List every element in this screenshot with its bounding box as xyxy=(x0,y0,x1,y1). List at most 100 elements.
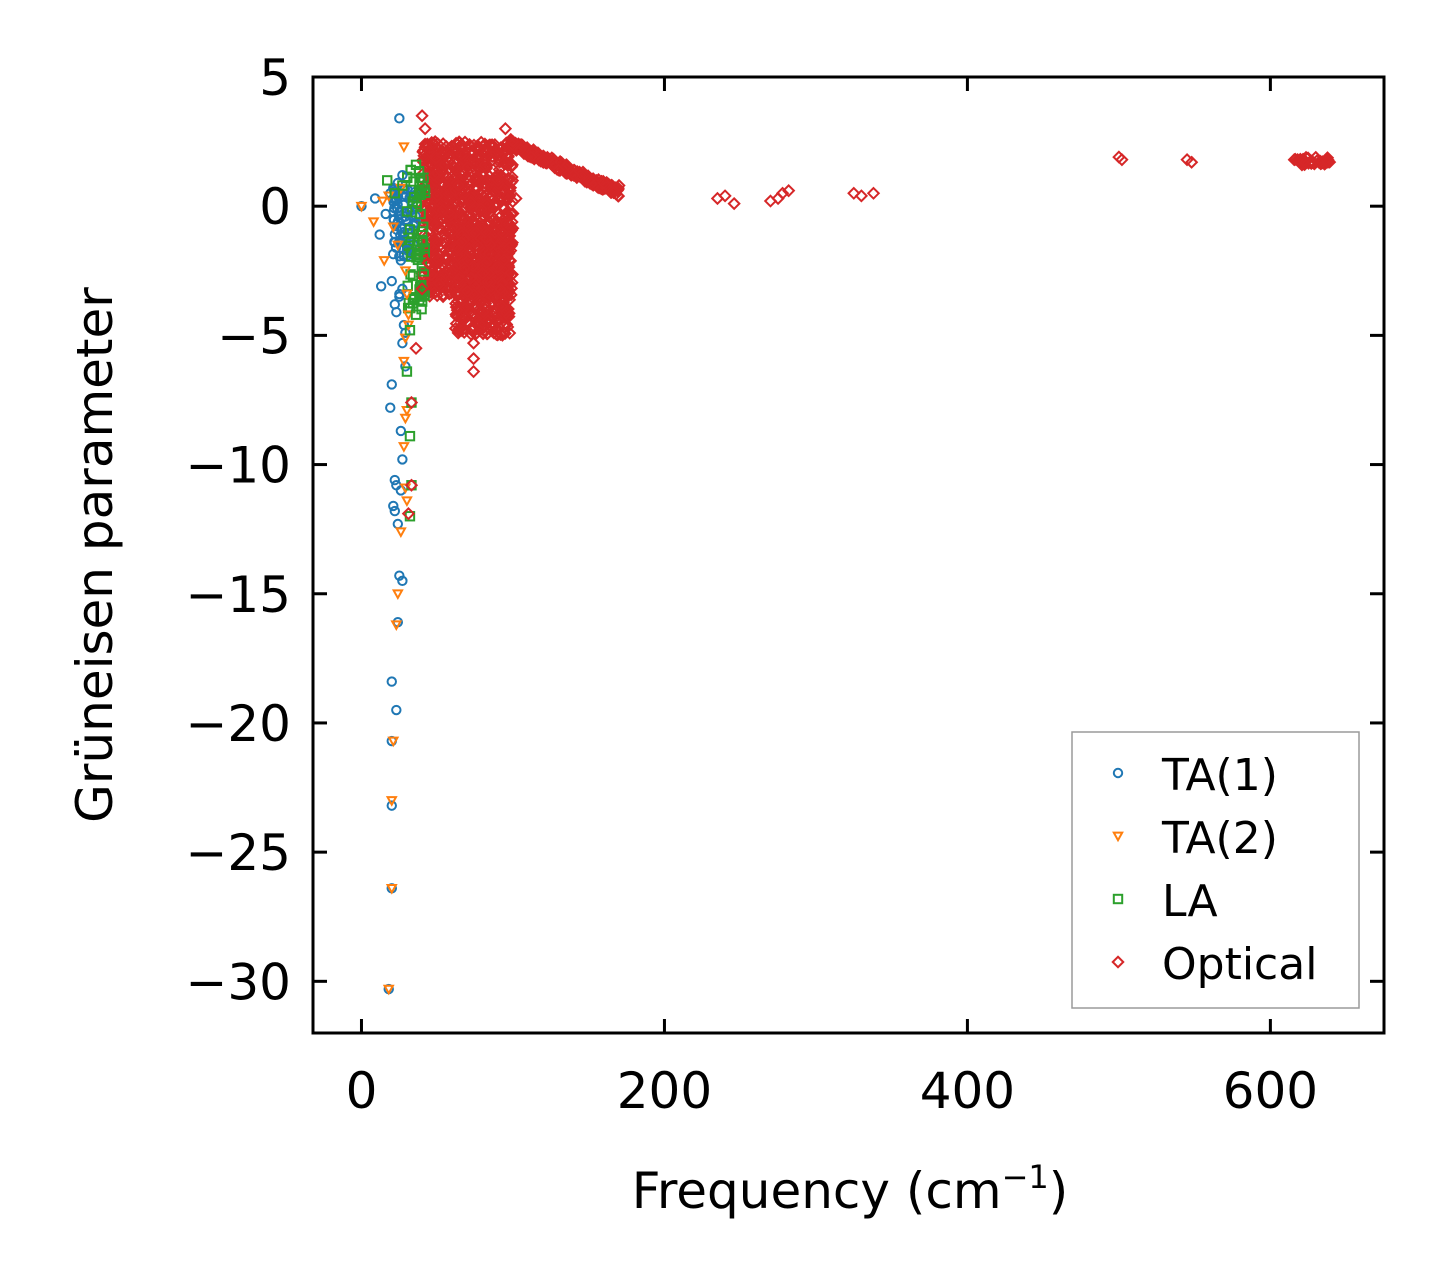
x-tick-label: 0 xyxy=(346,1062,378,1120)
point-optical xyxy=(847,186,861,200)
point-ta-2 xyxy=(387,222,400,234)
point-optical xyxy=(479,146,493,160)
point-optical xyxy=(433,160,448,175)
point-optical xyxy=(497,241,511,255)
point-la xyxy=(413,185,425,196)
point-optical xyxy=(469,140,484,154)
data-marks xyxy=(355,109,1337,996)
point-optical xyxy=(491,260,505,274)
point-optical xyxy=(450,303,464,317)
point-ta-1 xyxy=(392,216,404,227)
point-optical xyxy=(775,186,790,200)
point-optical xyxy=(466,259,480,273)
point-optical xyxy=(437,177,451,191)
point-optical xyxy=(409,341,423,355)
point-optical xyxy=(477,284,491,298)
point-optical xyxy=(426,176,440,190)
point-ta-1 xyxy=(389,505,401,517)
x-axis-label-sup: −1 xyxy=(1002,1158,1049,1196)
point-optical xyxy=(498,122,513,136)
point-la xyxy=(415,187,427,198)
point-optical xyxy=(497,253,511,267)
point-optical xyxy=(463,305,478,319)
point-optical xyxy=(612,178,626,193)
point-optical xyxy=(432,277,446,291)
point-ta-2 xyxy=(399,413,412,425)
point-la xyxy=(410,309,422,320)
point-optical xyxy=(597,176,611,190)
point-ta-2 xyxy=(376,196,389,208)
x-tick-label: 600 xyxy=(1223,1062,1318,1120)
point-optical xyxy=(1322,155,1337,169)
point-optical xyxy=(450,280,464,294)
point-optical xyxy=(460,284,475,299)
legend-label-optical: Optical xyxy=(1162,939,1317,990)
point-optical xyxy=(404,395,419,410)
point-ta-1 xyxy=(386,676,397,687)
point-optical xyxy=(460,160,475,175)
point-optical xyxy=(438,158,452,172)
point-ta-2 xyxy=(385,796,398,807)
point-ta-2 xyxy=(391,240,404,252)
point-optical xyxy=(509,191,523,206)
point-ta-2 xyxy=(397,142,410,154)
point-optical xyxy=(502,241,516,255)
point-optical xyxy=(503,254,518,268)
point-optical xyxy=(478,158,492,172)
x-axis-label: Frequency (cm−1) xyxy=(632,1158,1069,1220)
x-tick-label: 400 xyxy=(920,1062,1015,1120)
point-optical xyxy=(866,186,881,200)
point-ta-2 xyxy=(401,289,413,301)
point-ta-2 xyxy=(387,736,400,748)
point-optical xyxy=(495,328,510,342)
point-optical xyxy=(502,309,516,324)
point-la xyxy=(409,294,420,305)
point-optical xyxy=(452,135,467,150)
point-ta-1 xyxy=(380,208,391,220)
point-optical xyxy=(439,251,454,265)
point-la xyxy=(406,247,417,258)
point-ta-1 xyxy=(374,229,385,240)
point-la xyxy=(401,366,413,377)
point-optical xyxy=(551,163,566,177)
axis-ticks: 0 200 400 600 5 0 −5 −10 −15 −20 −25 −30 xyxy=(185,49,1384,1120)
point-ta-1 xyxy=(389,474,401,486)
point-optical xyxy=(452,322,466,336)
point-optical xyxy=(433,248,447,263)
point-ta-1 xyxy=(386,800,397,811)
point-la xyxy=(412,250,424,261)
point-optical xyxy=(501,188,515,202)
point-optical xyxy=(525,144,539,159)
legend-markers xyxy=(1111,767,1125,969)
point-optical xyxy=(431,142,446,156)
point-optical xyxy=(727,196,741,211)
point-optical xyxy=(453,212,468,226)
point-optical xyxy=(493,282,508,296)
point-ta-2 xyxy=(367,217,380,228)
point-optical xyxy=(454,235,469,250)
point-la xyxy=(401,206,413,217)
point-optical xyxy=(433,212,447,226)
legend-marker-ta-2 xyxy=(1112,831,1124,843)
point-optical xyxy=(493,316,508,331)
point-optical xyxy=(1312,155,1326,169)
point-la xyxy=(389,188,401,199)
y-tick-label: −5 xyxy=(217,307,291,365)
point-ta-2 xyxy=(391,589,404,601)
point-optical xyxy=(422,164,436,179)
point-optical xyxy=(481,314,495,328)
point-optical xyxy=(466,336,481,350)
point-optical xyxy=(441,162,456,177)
point-optical xyxy=(483,238,497,252)
point-optical xyxy=(494,142,508,157)
y-tick-label: −10 xyxy=(185,437,291,495)
point-optical xyxy=(441,145,455,159)
legend-marker-la xyxy=(1112,893,1124,905)
point-optical xyxy=(431,137,445,151)
point-optical xyxy=(476,259,490,273)
point-optical xyxy=(463,245,477,259)
point-optical xyxy=(451,178,466,193)
point-optical xyxy=(418,122,432,136)
point-optical xyxy=(484,275,498,289)
